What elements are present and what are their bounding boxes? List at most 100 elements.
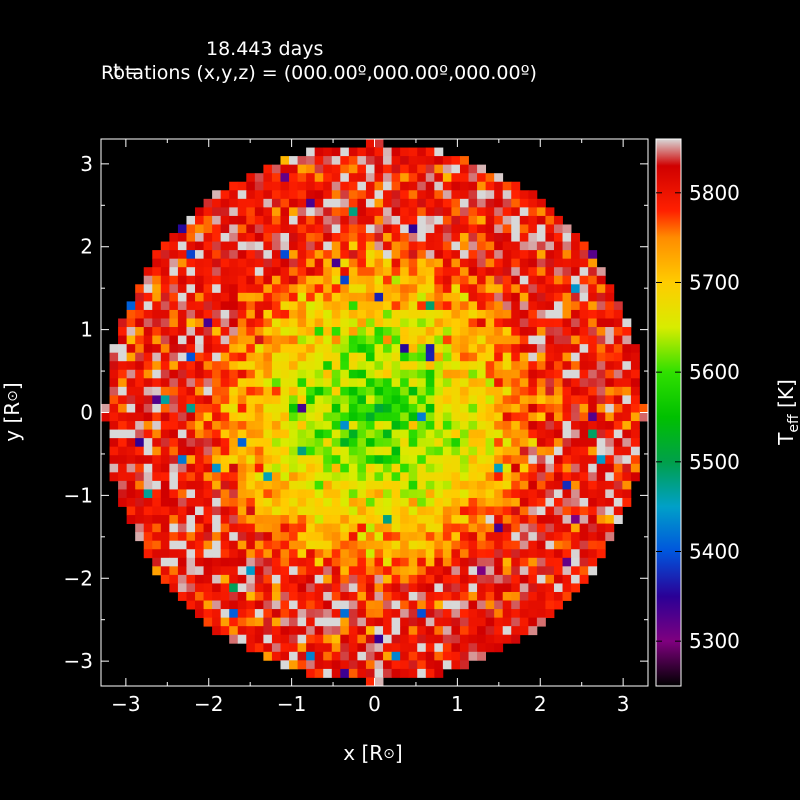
heatmap-cell <box>323 224 333 234</box>
heatmap-cell <box>229 489 239 499</box>
heatmap-cell <box>485 250 495 260</box>
heatmap-cell <box>306 583 316 593</box>
heatmap-cell <box>271 446 281 456</box>
heatmap-cell <box>169 352 179 362</box>
heatmap-cell <box>143 412 153 422</box>
heatmap-cell <box>186 463 196 473</box>
heatmap-cell <box>536 566 546 576</box>
heatmap-cell <box>263 233 273 242</box>
heatmap-cell <box>118 463 128 473</box>
heatmap-cell <box>331 173 341 183</box>
heatmap-cell <box>391 438 401 448</box>
heatmap-cell <box>400 583 410 593</box>
heatmap-cell <box>186 250 196 260</box>
heatmap-cell <box>143 455 153 465</box>
heatmap-cell <box>306 540 316 550</box>
heatmap-cell <box>306 412 316 422</box>
heatmap-cell <box>434 566 444 576</box>
heatmap-cell <box>254 215 264 225</box>
heatmap-cell <box>451 557 461 567</box>
heatmap-cell <box>348 327 358 336</box>
heatmap-cell <box>246 344 256 354</box>
heatmap-cell <box>229 224 239 234</box>
heatmap-cell <box>400 395 410 405</box>
heatmap-cell <box>383 173 392 183</box>
heatmap-cell <box>605 301 615 311</box>
heatmap-cell <box>596 352 606 362</box>
heatmap-cell <box>605 344 615 354</box>
heatmap-cell <box>536 344 546 354</box>
heatmap-cell <box>143 318 153 328</box>
heatmap-cell <box>545 224 555 234</box>
heatmap-cell <box>203 600 213 610</box>
heatmap-cell <box>417 523 427 533</box>
heatmap-cell <box>459 591 469 601</box>
heatmap-cell <box>383 369 392 379</box>
heatmap-cell <box>596 301 606 311</box>
heatmap-cell <box>229 378 239 388</box>
heatmap-cell <box>331 532 341 542</box>
heatmap-cell <box>306 480 316 490</box>
heatmap-cell <box>297 267 307 277</box>
heatmap-cell <box>212 275 222 285</box>
heatmap-cell <box>519 284 529 294</box>
heatmap-cell <box>596 284 606 294</box>
heatmap-cell <box>177 515 187 525</box>
heatmap-cell <box>297 309 307 319</box>
heatmap-cell <box>314 480 324 490</box>
heatmap-cell <box>280 523 290 533</box>
heatmap-cell <box>143 515 153 525</box>
heatmap-cell <box>511 421 521 430</box>
heatmap-cell <box>494 207 504 217</box>
heatmap-cell <box>571 446 581 456</box>
heatmap-cell <box>212 446 222 456</box>
heatmap-cell <box>271 634 281 644</box>
heatmap-cell <box>203 275 213 285</box>
heatmap-cell <box>186 369 196 379</box>
heatmap-cell <box>511 540 521 550</box>
heatmap-cell <box>408 634 418 644</box>
heatmap-cell <box>186 540 196 550</box>
heatmap-cell <box>442 173 452 183</box>
heatmap-cell <box>323 207 333 217</box>
heatmap-cell <box>195 557 204 567</box>
heatmap-cell <box>442 215 452 225</box>
heatmap-cell <box>323 438 333 448</box>
heatmap-cell <box>365 506 375 516</box>
heatmap-cell <box>177 429 187 439</box>
heatmap-cell <box>477 497 487 507</box>
heatmap-cell <box>408 275 418 285</box>
heatmap-cell <box>383 335 392 345</box>
heatmap-cell <box>588 395 598 405</box>
heatmap-cell <box>562 275 572 285</box>
heatmap-cell <box>271 267 281 277</box>
heatmap-cell <box>502 455 512 465</box>
heatmap-cell <box>545 480 555 490</box>
heatmap-cell <box>340 600 350 610</box>
heatmap-cell <box>280 344 290 354</box>
heatmap-cell <box>357 284 367 294</box>
heatmap-cell <box>177 292 187 302</box>
heatmap-cell <box>143 275 153 285</box>
heatmap-cell <box>143 352 153 362</box>
heatmap-cell <box>528 190 538 200</box>
heatmap-cell <box>383 395 392 405</box>
heatmap-cell <box>451 164 461 174</box>
heatmap-cell <box>630 386 640 396</box>
heatmap-cell <box>485 190 495 200</box>
heatmap-cell <box>237 480 247 490</box>
heatmap-cell <box>348 455 358 465</box>
heatmap-cell <box>314 156 324 166</box>
heatmap-cell <box>340 198 350 208</box>
heatmap-cell <box>271 386 281 396</box>
heatmap-cell <box>246 284 256 294</box>
heatmap-cell <box>425 173 435 183</box>
heatmap-cell <box>220 344 230 354</box>
heatmap-cell <box>212 327 222 336</box>
heatmap-cell <box>365 173 375 183</box>
heatmap-cell <box>519 292 529 302</box>
heatmap-cell <box>383 284 392 294</box>
heatmap-cell <box>348 378 358 388</box>
heatmap-cell <box>314 378 324 388</box>
heatmap-cell <box>280 215 290 225</box>
